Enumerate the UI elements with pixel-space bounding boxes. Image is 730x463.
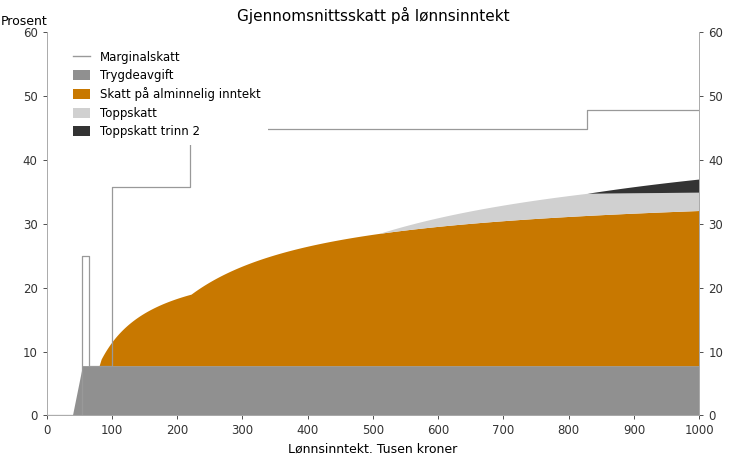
Legend: Marginalskatt, Trygdeavgift, Skatt på alminnelig inntekt, Toppskatt, Toppskatt t: Marginalskatt, Trygdeavgift, Skatt på al… [66, 44, 268, 145]
Title: Gjennomsnittsskatt på lønnsinntekt: Gjennomsnittsskatt på lønnsinntekt [237, 7, 509, 24]
X-axis label: Lønnsinntekt. Tusen kroner: Lønnsinntekt. Tusen kroner [288, 443, 458, 456]
Text: Prosent: Prosent [1, 15, 47, 28]
